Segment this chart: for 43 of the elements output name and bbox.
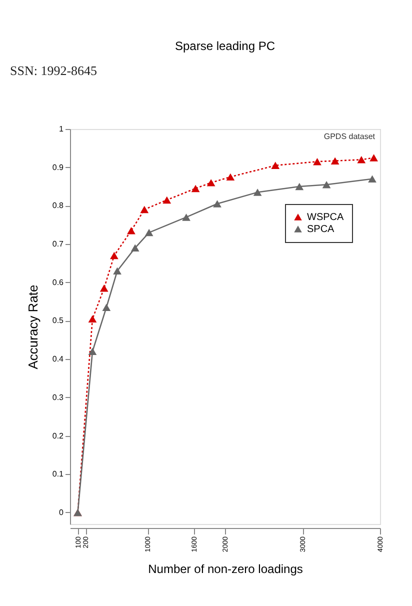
point (213, 200, 222, 208)
point (113, 267, 122, 275)
y-axis-title: Accuracy Rate (25, 284, 40, 370)
point (357, 156, 366, 164)
y-tick-label: 0.6 (52, 278, 64, 287)
point (370, 154, 378, 162)
y-tick-label: 0.1 (52, 470, 64, 479)
point (130, 244, 140, 252)
point (322, 180, 331, 188)
legend-label: SPCA (307, 224, 335, 235)
y-tick-label: 0.8 (52, 201, 64, 210)
annotation: GPDS dataset (324, 132, 376, 141)
point (313, 158, 322, 166)
chart-title: Sparse leading PC (174, 39, 276, 53)
point (226, 173, 235, 181)
point (127, 227, 136, 234)
point (140, 206, 149, 214)
point (110, 252, 118, 260)
point (206, 179, 216, 186)
legend-label: WSPCA (307, 212, 344, 223)
y-tick-label: 1 (59, 124, 64, 134)
point (271, 162, 280, 170)
point (100, 284, 108, 292)
y-tick-label: 0 (59, 508, 64, 517)
point (88, 315, 97, 322)
point (144, 228, 154, 236)
point (182, 214, 190, 221)
y-tick-label: 0.5 (52, 316, 64, 326)
point (102, 304, 111, 311)
point (330, 157, 340, 164)
point (88, 348, 97, 356)
x-axis-title: Number of non-zero loadings (148, 562, 303, 576)
y-tick-label: 0.3 (52, 392, 64, 402)
point (162, 196, 172, 204)
y-tick-label: 0.7 (52, 240, 64, 249)
point (253, 188, 262, 196)
point (368, 175, 376, 182)
y-tick-label: 0.2 (52, 431, 64, 440)
point (295, 182, 304, 190)
text: SSN: 1992-8645 (10, 63, 98, 78)
point (191, 184, 200, 192)
y-tick-label: 0.9 (52, 162, 64, 172)
y-tick-label: 0.4 (52, 354, 64, 364)
